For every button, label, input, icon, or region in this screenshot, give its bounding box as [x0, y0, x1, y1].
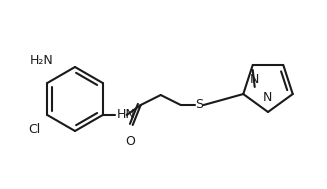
Text: N: N — [262, 91, 272, 104]
Text: N: N — [250, 73, 259, 86]
Text: Cl: Cl — [28, 123, 41, 136]
Text: S: S — [195, 98, 203, 112]
Text: O: O — [125, 135, 135, 148]
Text: H₂N: H₂N — [29, 54, 53, 67]
Text: HN: HN — [117, 108, 135, 122]
